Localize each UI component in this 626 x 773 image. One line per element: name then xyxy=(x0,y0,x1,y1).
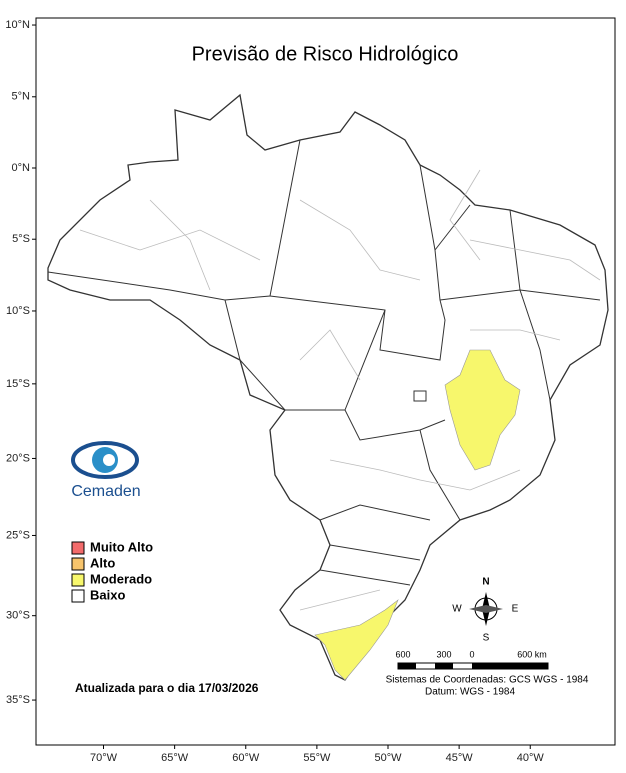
region-borders xyxy=(79,169,601,611)
lat-label: 20°S xyxy=(6,452,30,464)
datum: Datum: WGS - 1984 xyxy=(425,687,515,698)
lon-label: 70°W xyxy=(90,752,118,764)
compass: N S E W xyxy=(452,577,518,644)
lon-label: 50°W xyxy=(374,752,402,764)
update-date: Atualizada para o dia 17/03/2026 xyxy=(75,681,259,695)
logo: Cemaden xyxy=(71,441,141,500)
legend-swatch xyxy=(71,541,85,555)
legend-label: Alto xyxy=(90,555,115,570)
legend-label: Muito Alto xyxy=(90,539,153,554)
lat-label: 25°S xyxy=(6,529,30,541)
compass-label: W xyxy=(452,604,462,615)
coordinate-system: Sistemas de Coordenadas: GCS WGS - 1984 xyxy=(386,675,589,686)
scale-label: 600 km xyxy=(517,649,547,659)
compass-label: N xyxy=(482,577,489,588)
logo-text: Cemaden xyxy=(71,483,140,500)
state-borders xyxy=(47,139,601,586)
risk-area xyxy=(444,349,521,471)
lon-label: 55°W xyxy=(303,752,331,764)
country-outline xyxy=(47,93,609,681)
legend-swatch xyxy=(71,573,85,587)
scale-label: 0 xyxy=(469,649,474,659)
federal-district xyxy=(413,390,427,402)
lat-label: 0°N xyxy=(12,162,31,174)
lon-label: 65°W xyxy=(161,752,189,764)
lat-label: 10°N xyxy=(5,19,30,31)
risk-area xyxy=(314,599,399,681)
legend-label: Baixo xyxy=(90,587,125,602)
compass-label: E xyxy=(512,604,519,615)
scale-label: 600 xyxy=(395,649,410,659)
map-title: Previsão de Risco Hidrológico xyxy=(192,43,459,65)
lon-label: 45°W xyxy=(446,752,474,764)
lat-label: 30°S xyxy=(6,610,30,622)
legend-label: Moderado xyxy=(90,571,152,586)
scale-label: 300 xyxy=(436,649,451,659)
lon-label: 40°W xyxy=(517,752,545,764)
lat-label: 10°S xyxy=(6,305,30,317)
lat-label: 35°S xyxy=(6,694,30,706)
lat-label: 5°N xyxy=(12,91,31,103)
compass-label: S xyxy=(483,633,490,644)
lon-label: 60°W xyxy=(232,752,260,764)
legend-swatch xyxy=(71,589,85,603)
legend-swatch xyxy=(71,557,85,571)
lat-label: 15°S xyxy=(6,378,30,390)
scale-bar: 600 300 0 600 km xyxy=(395,649,549,670)
lat-label: 5°S xyxy=(12,233,30,245)
